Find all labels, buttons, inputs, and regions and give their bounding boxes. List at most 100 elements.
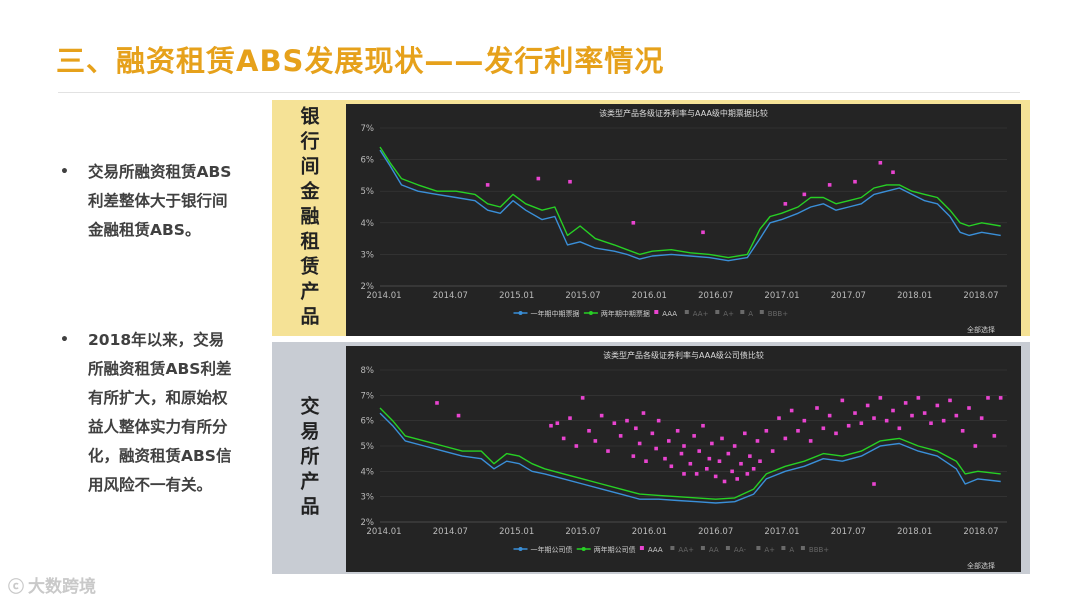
series-line-1 [379, 149, 1001, 262]
scatter-point-aaa [694, 472, 699, 476]
x-tick-label: 2017.07 [831, 291, 866, 301]
legend-label: AA+ [693, 310, 709, 318]
x-tick-label: 2016.07 [698, 527, 733, 537]
legend-swatch [759, 310, 764, 314]
scatter-point-aaa [770, 449, 775, 453]
scatter-point-aaa [707, 456, 712, 461]
scatter-point-aaa [777, 416, 781, 420]
scatter-point-aaa [634, 426, 638, 431]
x-tick-label: 2017.01 [764, 291, 799, 301]
x-tick-label: 2016.07 [698, 291, 733, 301]
bullet-line: 有所扩大，和原始权 [88, 389, 228, 407]
legend-label: BBB+ [809, 546, 829, 554]
y-tick-label: 5% [361, 442, 375, 452]
bullet-line: 所融资租赁ABS利差 [88, 360, 232, 378]
scatter-point-aaa [732, 444, 737, 448]
scatter-point-aaa [682, 472, 686, 476]
x-tick-label: 2014.07 [433, 527, 468, 537]
scatter-point-aaa [745, 472, 750, 476]
scatter-point-aaa [743, 431, 747, 436]
exchange-chart-svg: 该类型产品各级证券利率与AAA级公司债比较8%7%6%5%4%3%2%2014.… [361, 350, 1007, 570]
scatter-point-aaa [802, 192, 807, 197]
scatter-point-aaa [679, 451, 684, 456]
y-tick-label: 7% [361, 124, 375, 134]
scatter-point-aaa [992, 434, 997, 438]
select-all-link: 全部选择 [967, 561, 995, 570]
y-tick-label: 2% [361, 282, 375, 292]
scatter-point-aaa [891, 170, 895, 175]
scatter-point-aaa [859, 421, 864, 425]
scatter-point-aaa [840, 398, 845, 403]
legend-label: A+ [723, 310, 734, 318]
scatter-point-aaa [986, 396, 990, 400]
scatter-point-aaa [922, 411, 927, 415]
bullet-dot-icon: • [60, 332, 69, 348]
scatter-point-aaa [568, 416, 572, 420]
scatter-point-aaa [967, 406, 971, 410]
scatter-point-aaa [599, 413, 604, 418]
interbank-chart: 该类型产品各级证券利率与AAA级中期票据比较 7% 6% 5% 4% 3% 2% 2014.0… [346, 104, 1021, 336]
legend-swatch [715, 310, 720, 314]
logo-icon: ⓒ [8, 576, 25, 596]
legend-swatch [800, 546, 805, 550]
y-tick-label: 8% [361, 366, 375, 376]
x-tick-label: 2014.01 [366, 527, 401, 537]
scatter-point-aaa [935, 403, 940, 408]
scatter-point-aaa [637, 441, 642, 446]
scatter-point-aaa [726, 451, 731, 456]
scatter-point-aaa [536, 176, 541, 181]
scatter-point-aaa [878, 160, 883, 165]
scatter-point-aaa [561, 436, 566, 441]
legend-label: 两年期公司债 [594, 545, 636, 554]
scatter-point-aaa [650, 431, 655, 436]
y-tick-label: 7% [361, 391, 375, 401]
scatter-point-aaa [631, 221, 636, 225]
title-divider [58, 92, 1020, 93]
legend-swatch-dot [518, 311, 523, 315]
scatter-point-aaa [878, 396, 883, 400]
scatter-point-aaa [654, 446, 658, 451]
scatter-point-aaa [606, 449, 610, 453]
scatter-point-aaa [853, 179, 857, 184]
scatter-point-aaa [574, 444, 579, 448]
scatter-point-aaa [456, 413, 461, 418]
scatter-point-aaa [821, 426, 826, 431]
logo-text: 大数跨境 [28, 577, 97, 597]
legend-label: 一年期中期票据 [531, 309, 580, 318]
scatter-point-aaa [789, 408, 794, 413]
select-all-link: 全部选择 [967, 325, 995, 334]
scatter-point-aaa [884, 418, 889, 423]
scatter-point-aaa [796, 429, 800, 433]
legend-label: 两年期中期票据 [601, 309, 650, 318]
scatter-point-aaa [735, 477, 739, 481]
chart-title: 该类型产品各级证券利率与AAA级中期票据比较 [599, 108, 768, 118]
legend-swatch [684, 310, 689, 314]
scatter-point-aaa [485, 183, 490, 187]
bullet-dot-icon: • [60, 164, 69, 180]
scatter-point-aaa [929, 421, 933, 425]
x-tick-label: 2015.07 [565, 527, 600, 537]
scatter-point-aaa [568, 179, 572, 184]
scatter-point-aaa [979, 416, 984, 420]
legend-swatch [654, 310, 659, 314]
scatter-point-aaa [697, 449, 701, 453]
scatter-point-aaa [641, 411, 646, 415]
scatter-point-aaa [783, 202, 788, 206]
scatter-point-aaa [834, 431, 838, 436]
legend-swatch [700, 546, 705, 550]
scatter-point-aaa [555, 421, 560, 425]
page-title: 三、融资租赁ABS发展现状——发行利率情况 [56, 44, 665, 78]
legend-swatch-dot [581, 547, 586, 551]
legend-swatch [781, 546, 786, 550]
bullet-line: 利差整体大于银行间 [88, 192, 228, 210]
interbank-chart-svg: 该类型产品各级证券利率与AAA级中期票据比较7%6%5%4%3%2%2014.0… [361, 108, 1007, 334]
scatter-point-aaa [960, 429, 965, 433]
scatter-point-aaa [720, 436, 724, 441]
x-tick-label: 2016.01 [632, 291, 667, 301]
x-tick-label: 2018.01 [897, 291, 932, 301]
scatter-point-aaa [717, 459, 722, 463]
bullet-line: 金融租赁ABS。 [88, 221, 201, 239]
legend-label: AAA [662, 310, 677, 318]
legend-swatch [639, 546, 644, 550]
y-tick-label: 3% [361, 493, 375, 503]
